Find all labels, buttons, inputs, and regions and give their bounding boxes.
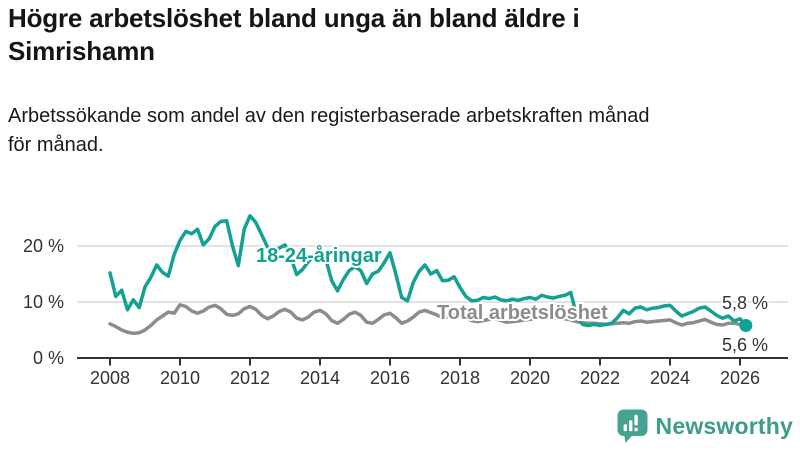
bubble-shape [617,409,648,436]
x-tick-label-2024: 2024 [650,368,690,388]
newsworthy-chart-bubble-icon [617,409,648,443]
series-line-total [108,303,748,336]
series-label-youth: 18-24-åringar [256,244,382,267]
newsworthy-logo-text: Newsworthy [655,413,793,439]
newsworthy-logo[interactable]: Newsworthy [617,409,793,444]
bar-tall [628,420,632,432]
end-dot-youth [739,319,753,333]
end-value-label-total: 5,6 % [722,335,768,355]
y-tick-label-10: 10 % [23,292,64,312]
page-title: Högre arbetslöshet bland unga än bland ä… [8,3,580,66]
x-tick-label-2018: 2018 [440,368,480,388]
series-label-total: Total arbetslöshet [437,302,608,324]
bubble-tail [623,434,634,443]
unemployment-line-chart: 2008 2010 2012 2014 2016 2018 2020 2022 2024 2026… [23,214,788,388]
series-line-youth [108,214,748,328]
x-tick-label-2022: 2022 [580,368,620,388]
exclamation-stem [633,414,638,426]
bar-small [623,424,627,432]
x-tick-label-2008: 2008 [90,368,130,388]
x-tick-label-2016: 2016 [370,368,410,388]
y-tick-label-20: 20 % [23,236,64,256]
x-tick-label-2014: 2014 [300,368,340,388]
page-subtitle: Arbetssökande som andel av den registerb… [8,105,650,156]
y-tick-label-0: 0 % [33,348,64,368]
x-tick-label-2012: 2012 [230,368,270,388]
x-tick-label-2010: 2010 [160,368,200,388]
exclamation-dot [633,427,638,432]
x-tick-label-2026: 2026 [720,368,760,388]
end-value-label-youth: 5,8 % [722,293,768,313]
x-tick-label-2020: 2020 [510,368,550,388]
